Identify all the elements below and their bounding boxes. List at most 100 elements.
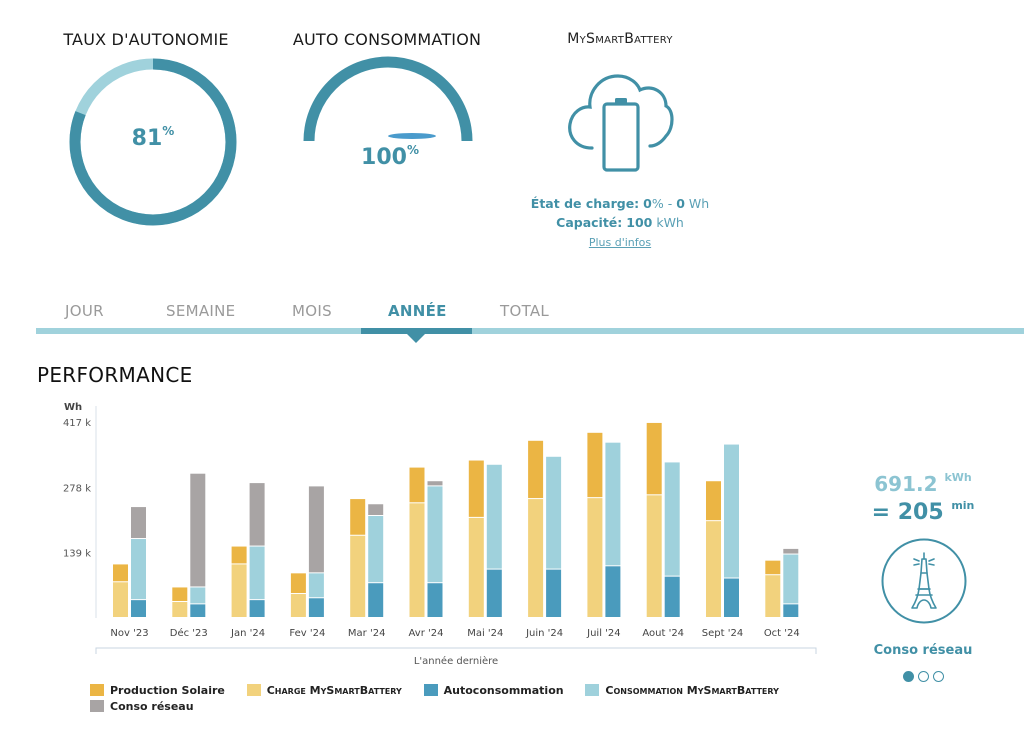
- duration-value-number: 205: [897, 500, 944, 525]
- legend-item-charge-battery[interactable]: Charge MySmartBattery: [246, 683, 402, 697]
- legend-item-production-solaire[interactable]: Production Solaire: [90, 683, 225, 697]
- x-tick-label: Aout '24: [642, 628, 684, 639]
- bar-conso-r-seau-11[interactable]: [783, 548, 799, 554]
- tab-jour[interactable]: JOUR: [65, 302, 104, 320]
- x-tick-label: Oct '24: [764, 628, 800, 639]
- charge-wh-unit: Wh: [684, 196, 710, 211]
- bar-production-solaire-1[interactable]: [172, 587, 188, 602]
- self-consumption-title: AUTO CONSOMMATION: [292, 30, 482, 49]
- bar-autoconsommation-5[interactable]: [427, 583, 443, 617]
- bar-production-solaire-0[interactable]: [113, 564, 128, 582]
- bar-charge-mysmartbattery-6[interactable]: [468, 517, 484, 617]
- bar-autoconsommation-2[interactable]: [249, 600, 265, 617]
- duration-value: = 205 min: [858, 499, 988, 525]
- bar-autoconsommation-1[interactable]: [190, 604, 206, 617]
- bar-conso-r-seau-2[interactable]: [249, 483, 265, 546]
- bar-production-solaire-11[interactable]: [765, 560, 781, 575]
- bar-production-solaire-5[interactable]: [409, 467, 425, 503]
- bar-autoconsommation-3[interactable]: [308, 598, 324, 617]
- legend-swatch: [90, 700, 104, 712]
- tab-mois[interactable]: MOIS: [292, 302, 332, 320]
- pagination-dot-3[interactable]: [933, 671, 944, 682]
- x-tick-label: Fev '24: [289, 628, 325, 639]
- bar-consommation-mysmartbattery-5[interactable]: [427, 486, 443, 583]
- bar-conso-r-seau-1[interactable]: [190, 473, 206, 587]
- bar-charge-mysmartbattery-7[interactable]: [528, 499, 544, 617]
- bar-consommation-mysmartbattery-4[interactable]: [368, 516, 384, 583]
- bar-autoconsommation-4[interactable]: [368, 583, 384, 617]
- bar-charge-mysmartbattery-8[interactable]: [587, 498, 603, 617]
- battery-capacity: Capacité: 100 kWh: [520, 213, 720, 232]
- bar-consommation-mysmartbattery-10[interactable]: [724, 444, 739, 578]
- bar-conso-r-seau-5[interactable]: [427, 481, 443, 486]
- bar-conso-r-seau-3[interactable]: [308, 486, 324, 573]
- autonomy-value-unit: %: [162, 124, 175, 138]
- y-axis-unit: Wh: [64, 402, 82, 413]
- bar-conso-r-seau-0[interactable]: [131, 507, 146, 539]
- bar-autoconsommation-8[interactable]: [605, 566, 621, 617]
- charge-wh: 0: [676, 196, 685, 211]
- chart-legend: Production Solaire Charge MySmartBattery…: [90, 683, 810, 715]
- bar-production-solaire-9[interactable]: [646, 422, 662, 495]
- legend-item-autoconsommation[interactable]: Autoconsommation: [423, 683, 564, 697]
- bar-consommation-mysmartbattery-3[interactable]: [308, 573, 324, 598]
- bar-charge-mysmartbattery-2[interactable]: [231, 564, 247, 617]
- legend-swatch: [90, 684, 104, 696]
- bar-production-solaire-10[interactable]: [706, 481, 721, 521]
- capacity-unit: kWh: [652, 215, 684, 230]
- more-info-link[interactable]: Plus d'infos: [588, 236, 652, 249]
- legend-swatch: [423, 684, 438, 696]
- pagination-dot-2[interactable]: [918, 671, 929, 682]
- bar-production-solaire-8[interactable]: [587, 432, 603, 498]
- bar-production-solaire-2[interactable]: [231, 546, 247, 564]
- bar-production-solaire-3[interactable]: [290, 573, 306, 594]
- bar-consommation-mysmartbattery-6[interactable]: [486, 464, 502, 569]
- bar-charge-mysmartbattery-11[interactable]: [765, 575, 781, 617]
- energy-value-number: 691.2: [874, 472, 938, 496]
- bar-production-solaire-4[interactable]: [350, 499, 366, 535]
- bar-production-solaire-6[interactable]: [468, 460, 484, 517]
- bar-autoconsommation-7[interactable]: [546, 569, 562, 617]
- bar-production-solaire-7[interactable]: [528, 440, 544, 499]
- bar-charge-mysmartbattery-9[interactable]: [646, 495, 662, 617]
- energy-value: 691.2 kWh: [858, 471, 988, 496]
- bar-autoconsommation-0[interactable]: [131, 600, 146, 617]
- legend-label: Production Solaire: [110, 683, 225, 697]
- bar-autoconsommation-9[interactable]: [664, 576, 680, 617]
- bar-autoconsommation-10[interactable]: [724, 578, 739, 617]
- bar-conso-r-seau-4[interactable]: [368, 504, 384, 516]
- legend-item-conso-reseau[interactable]: Conso réseau: [90, 699, 194, 713]
- tab-annee[interactable]: ANNÉE: [388, 302, 447, 320]
- battery-title: MySmartBattery: [567, 31, 673, 47]
- bar-consommation-mysmartbattery-0[interactable]: [131, 539, 146, 600]
- bar-autoconsommation-6[interactable]: [486, 569, 502, 617]
- legend-item-consommation-battery[interactable]: Consommation MySmartBattery: [585, 683, 779, 697]
- bar-charge-mysmartbattery-0[interactable]: [113, 582, 128, 617]
- bar-consommation-mysmartbattery-8[interactable]: [605, 442, 621, 566]
- bar-consommation-mysmartbattery-9[interactable]: [664, 462, 680, 576]
- y-tick-label: 417 k: [63, 418, 91, 429]
- tab-total[interactable]: TOTAL: [500, 302, 550, 320]
- equals-sign: =: [871, 500, 891, 525]
- bar-charge-mysmartbattery-1[interactable]: [172, 602, 188, 617]
- side-panel-label: Conso réseau: [873, 643, 973, 658]
- bar-charge-mysmartbattery-10[interactable]: [706, 521, 721, 617]
- bar-consommation-mysmartbattery-7[interactable]: [546, 456, 562, 569]
- x-tick-label: Nov '23: [110, 628, 148, 639]
- bar-autoconsommation-11[interactable]: [783, 604, 799, 617]
- autonomy-value-number: 81: [131, 126, 163, 151]
- x-tick-label: Jan '24: [230, 628, 265, 639]
- self-consumption-gauge: [303, 56, 473, 142]
- bar-charge-mysmartbattery-4[interactable]: [350, 535, 366, 617]
- bar-consommation-mysmartbattery-11[interactable]: [783, 554, 799, 604]
- tab-semaine[interactable]: SEMAINE: [166, 302, 236, 320]
- tabs-underline: [36, 328, 1024, 334]
- bar-charge-mysmartbattery-3[interactable]: [290, 594, 306, 617]
- autonomy-donut-arc: [69, 58, 237, 226]
- bar-consommation-mysmartbattery-1[interactable]: [190, 587, 206, 604]
- charge-label: État de charge:: [530, 196, 640, 211]
- bar-charge-mysmartbattery-5[interactable]: [409, 503, 425, 617]
- pagination-dot-1[interactable]: [903, 671, 914, 682]
- bar-consommation-mysmartbattery-2[interactable]: [249, 546, 265, 600]
- autonomy-value: 81%: [110, 124, 196, 151]
